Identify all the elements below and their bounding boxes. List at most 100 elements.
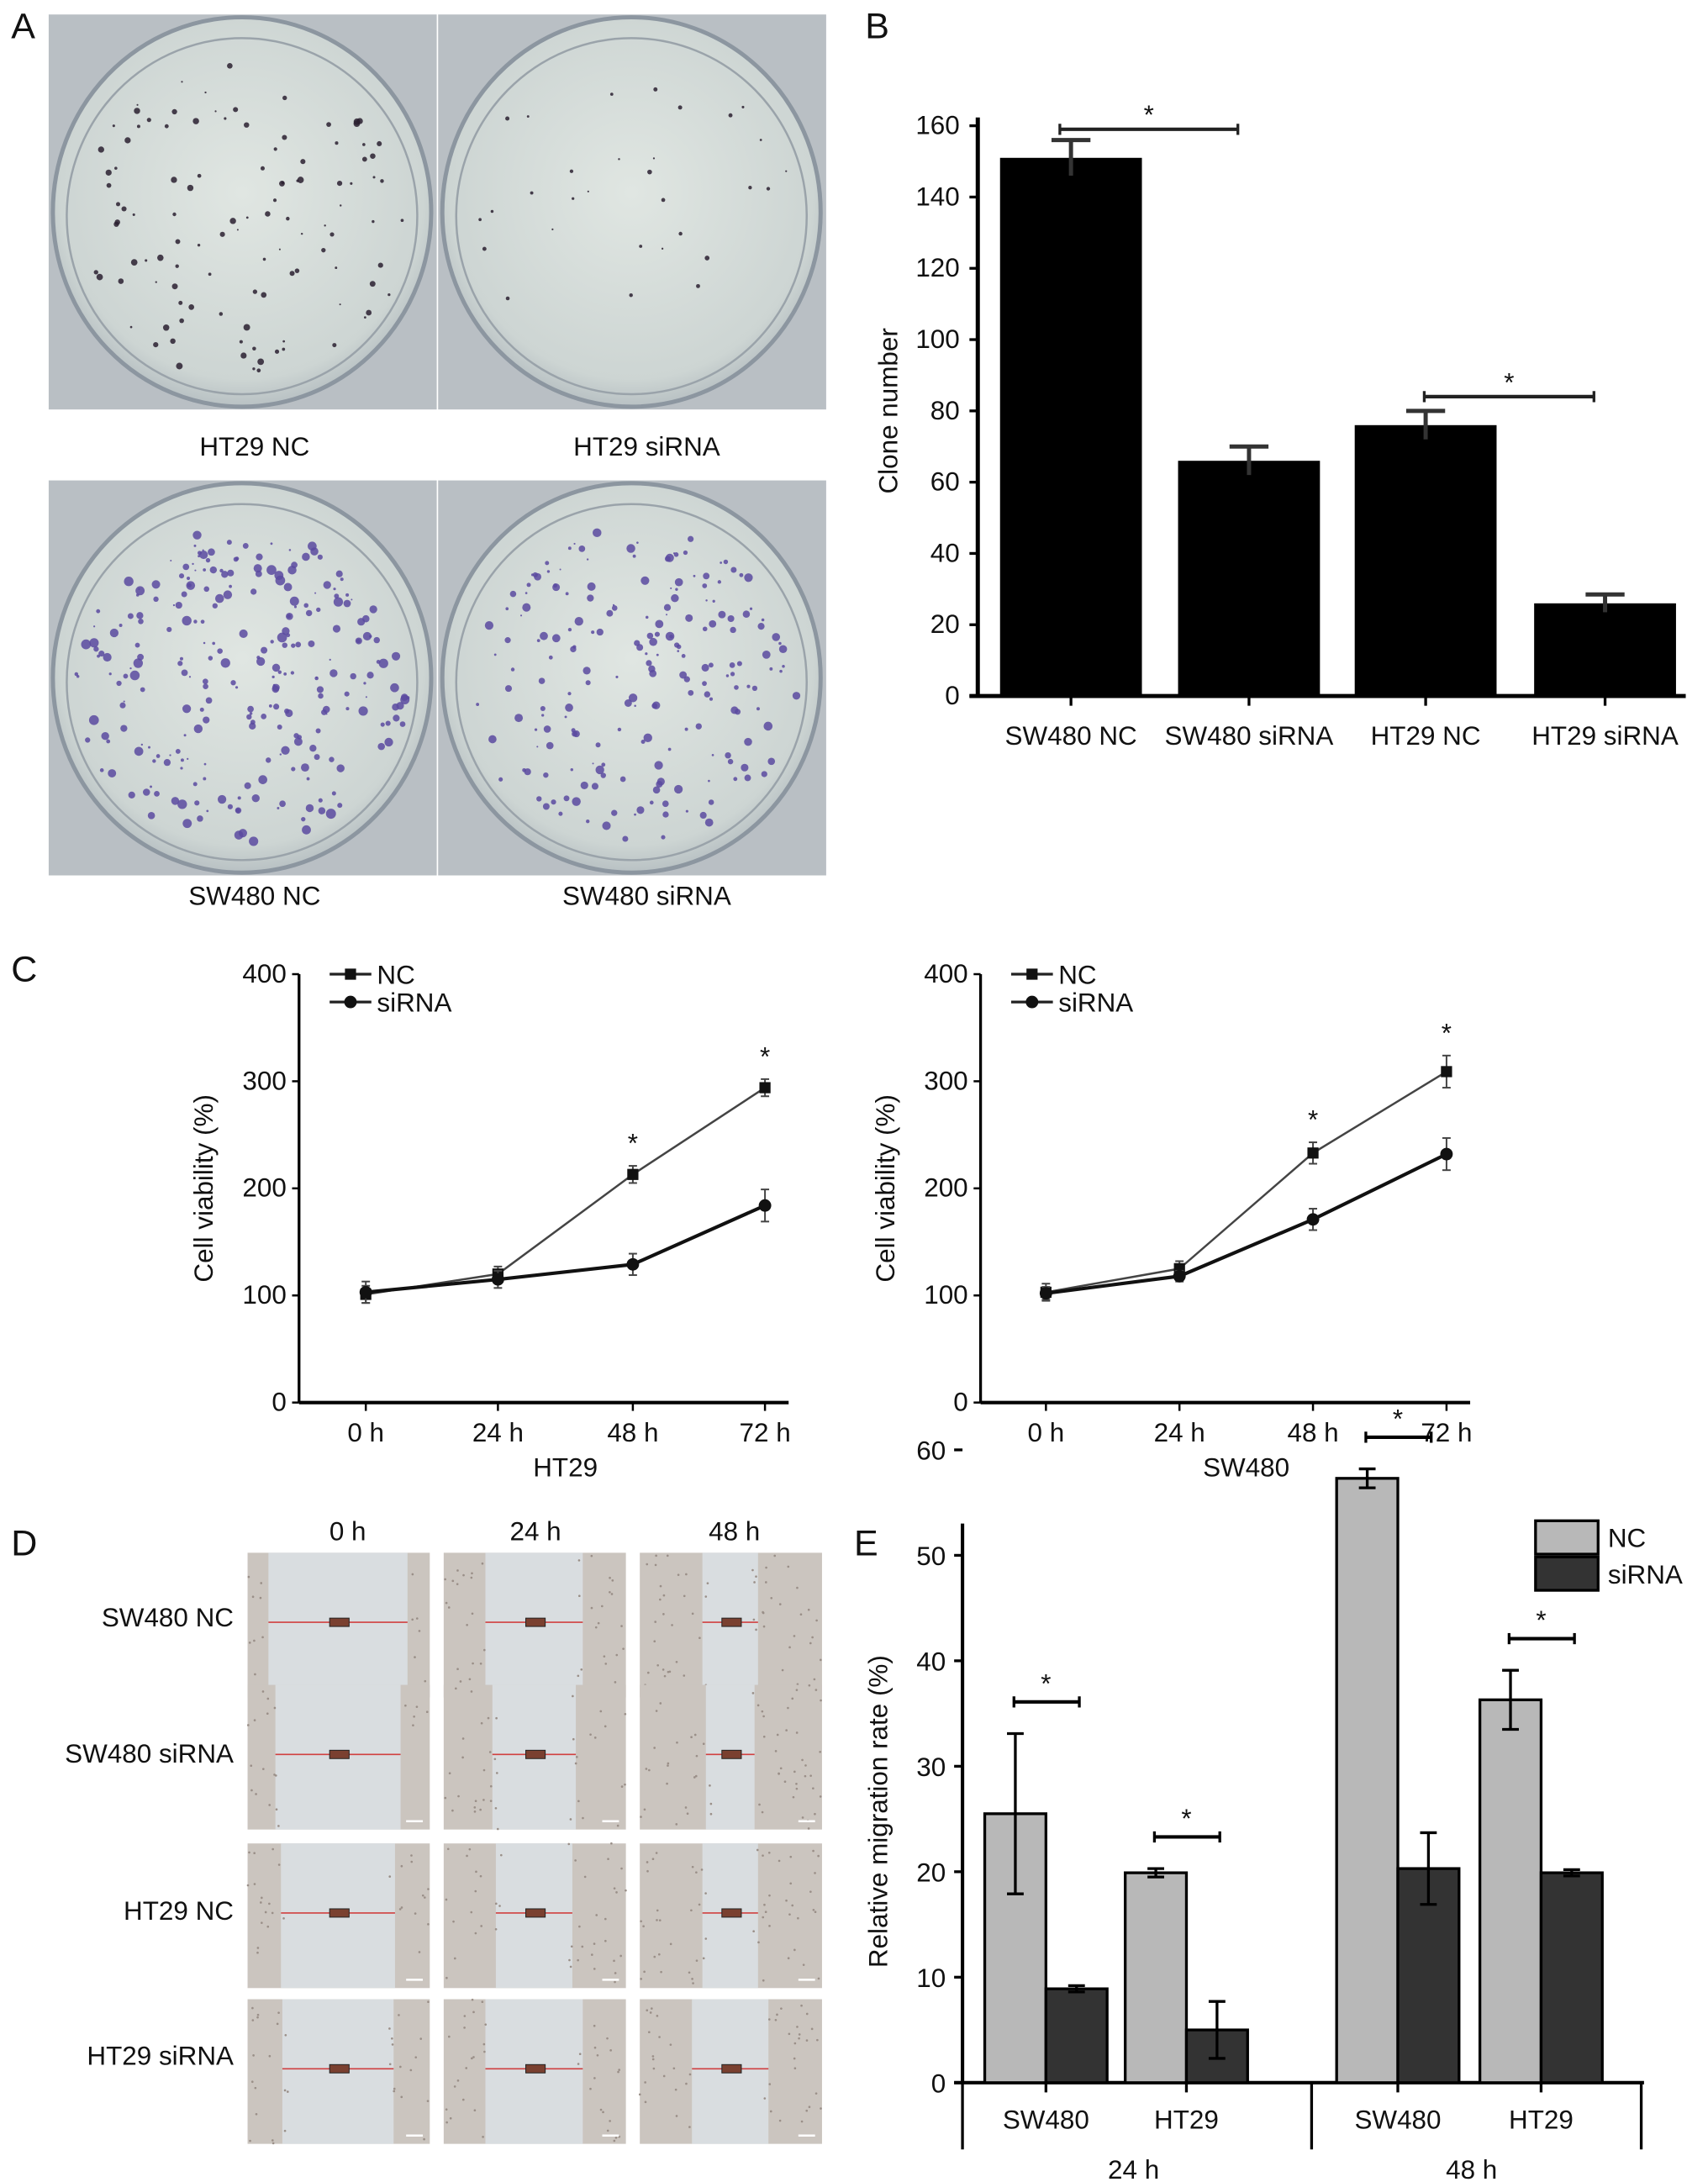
- cell: [457, 1795, 460, 1798]
- col-header-0h: 0 h: [329, 1516, 366, 1546]
- colony: [587, 582, 596, 591]
- cell: [593, 1968, 596, 1970]
- colony: [169, 754, 171, 756]
- cell: [649, 2011, 652, 2014]
- cell: [690, 1736, 693, 1739]
- colony: [181, 81, 183, 83]
- colony: [676, 644, 682, 650]
- cell: [496, 1827, 499, 1831]
- cell: [643, 1970, 646, 1974]
- colony: [578, 545, 586, 552]
- colony: [243, 324, 250, 331]
- colony: [545, 561, 550, 566]
- y-axis-title: Cell viability (%): [189, 1094, 219, 1282]
- panel-label-c: C: [11, 949, 37, 989]
- colony: [162, 324, 170, 331]
- y-tick-label: 20: [930, 609, 960, 639]
- cell: [700, 1868, 704, 1871]
- colony: [325, 809, 336, 820]
- cell: [463, 2015, 467, 2017]
- wound-healing-image: [247, 1552, 430, 1698]
- colony: [297, 177, 304, 183]
- colony: [123, 673, 129, 679]
- cell: [246, 1724, 250, 1726]
- colony: [591, 630, 595, 635]
- cell: [264, 1911, 267, 1914]
- cell: [769, 2110, 772, 2113]
- colony: [229, 218, 236, 224]
- colony: [121, 206, 127, 212]
- colony: [762, 650, 771, 659]
- cell: [614, 1681, 617, 1684]
- colony: [546, 741, 554, 750]
- cell: [449, 2116, 452, 2120]
- colony: [212, 603, 218, 609]
- cell: [414, 2056, 418, 2058]
- cell: [648, 1768, 651, 1772]
- significance-star: *: [760, 1041, 770, 1071]
- measurement-marker: [721, 1908, 742, 1918]
- cell: [675, 2115, 678, 2117]
- colony: [565, 592, 569, 596]
- data-point-circle: [1306, 1213, 1320, 1226]
- col-header-24h: 24 h: [509, 1516, 561, 1546]
- significance-star: *: [1308, 1104, 1318, 1134]
- colony: [329, 669, 338, 677]
- colony: [192, 530, 202, 540]
- colony: [252, 346, 256, 350]
- colony: [672, 552, 676, 555]
- cell: [610, 1842, 613, 1845]
- colony: [540, 705, 546, 712]
- cell: [613, 1887, 616, 1889]
- cell: [655, 1852, 658, 1854]
- colony: [634, 704, 636, 708]
- colony: [235, 686, 239, 689]
- cell: [761, 1710, 764, 1713]
- colony: [252, 367, 256, 371]
- cell: [796, 1586, 799, 1589]
- colony: [255, 570, 262, 577]
- legend-marker-square: [345, 968, 356, 980]
- colony: [519, 614, 523, 617]
- cell: [424, 1679, 427, 1683]
- cell: [453, 1957, 456, 1960]
- cell: [248, 1642, 251, 1644]
- cell: [767, 1851, 771, 1854]
- colony: [536, 746, 539, 748]
- colony: [326, 122, 331, 128]
- colony: [318, 798, 323, 803]
- colony: [108, 672, 112, 676]
- colony: [256, 553, 263, 561]
- colony: [282, 95, 287, 101]
- colony: [703, 572, 710, 580]
- colony: [730, 567, 737, 573]
- y-tick-label: 10: [916, 1963, 946, 1993]
- cell: [569, 1818, 572, 1821]
- cell: [461, 1756, 464, 1759]
- colony: [284, 708, 290, 714]
- colony: [718, 610, 726, 619]
- colony: [281, 181, 285, 185]
- colony: [741, 763, 749, 772]
- cell: [253, 1639, 256, 1642]
- y-tick-label: 100: [924, 1280, 967, 1310]
- colony: [693, 574, 696, 577]
- cell: [253, 1719, 256, 1721]
- colony: [282, 340, 286, 343]
- cell: [256, 2013, 260, 2016]
- cell: [473, 1810, 477, 1813]
- colony: [654, 761, 663, 770]
- cell: [495, 1772, 498, 1774]
- cell: [819, 1750, 821, 1753]
- cell: [606, 2129, 609, 2132]
- colony: [116, 680, 122, 687]
- cell: [463, 2027, 466, 2029]
- cell: [568, 1958, 571, 1962]
- bar-NC: [1478, 1698, 1543, 2084]
- cell: [410, 1854, 413, 1857]
- cell: [277, 2011, 280, 2014]
- cell: [820, 2107, 822, 2110]
- colony: [179, 656, 183, 661]
- cell: [453, 2085, 456, 2088]
- colony: [772, 633, 781, 641]
